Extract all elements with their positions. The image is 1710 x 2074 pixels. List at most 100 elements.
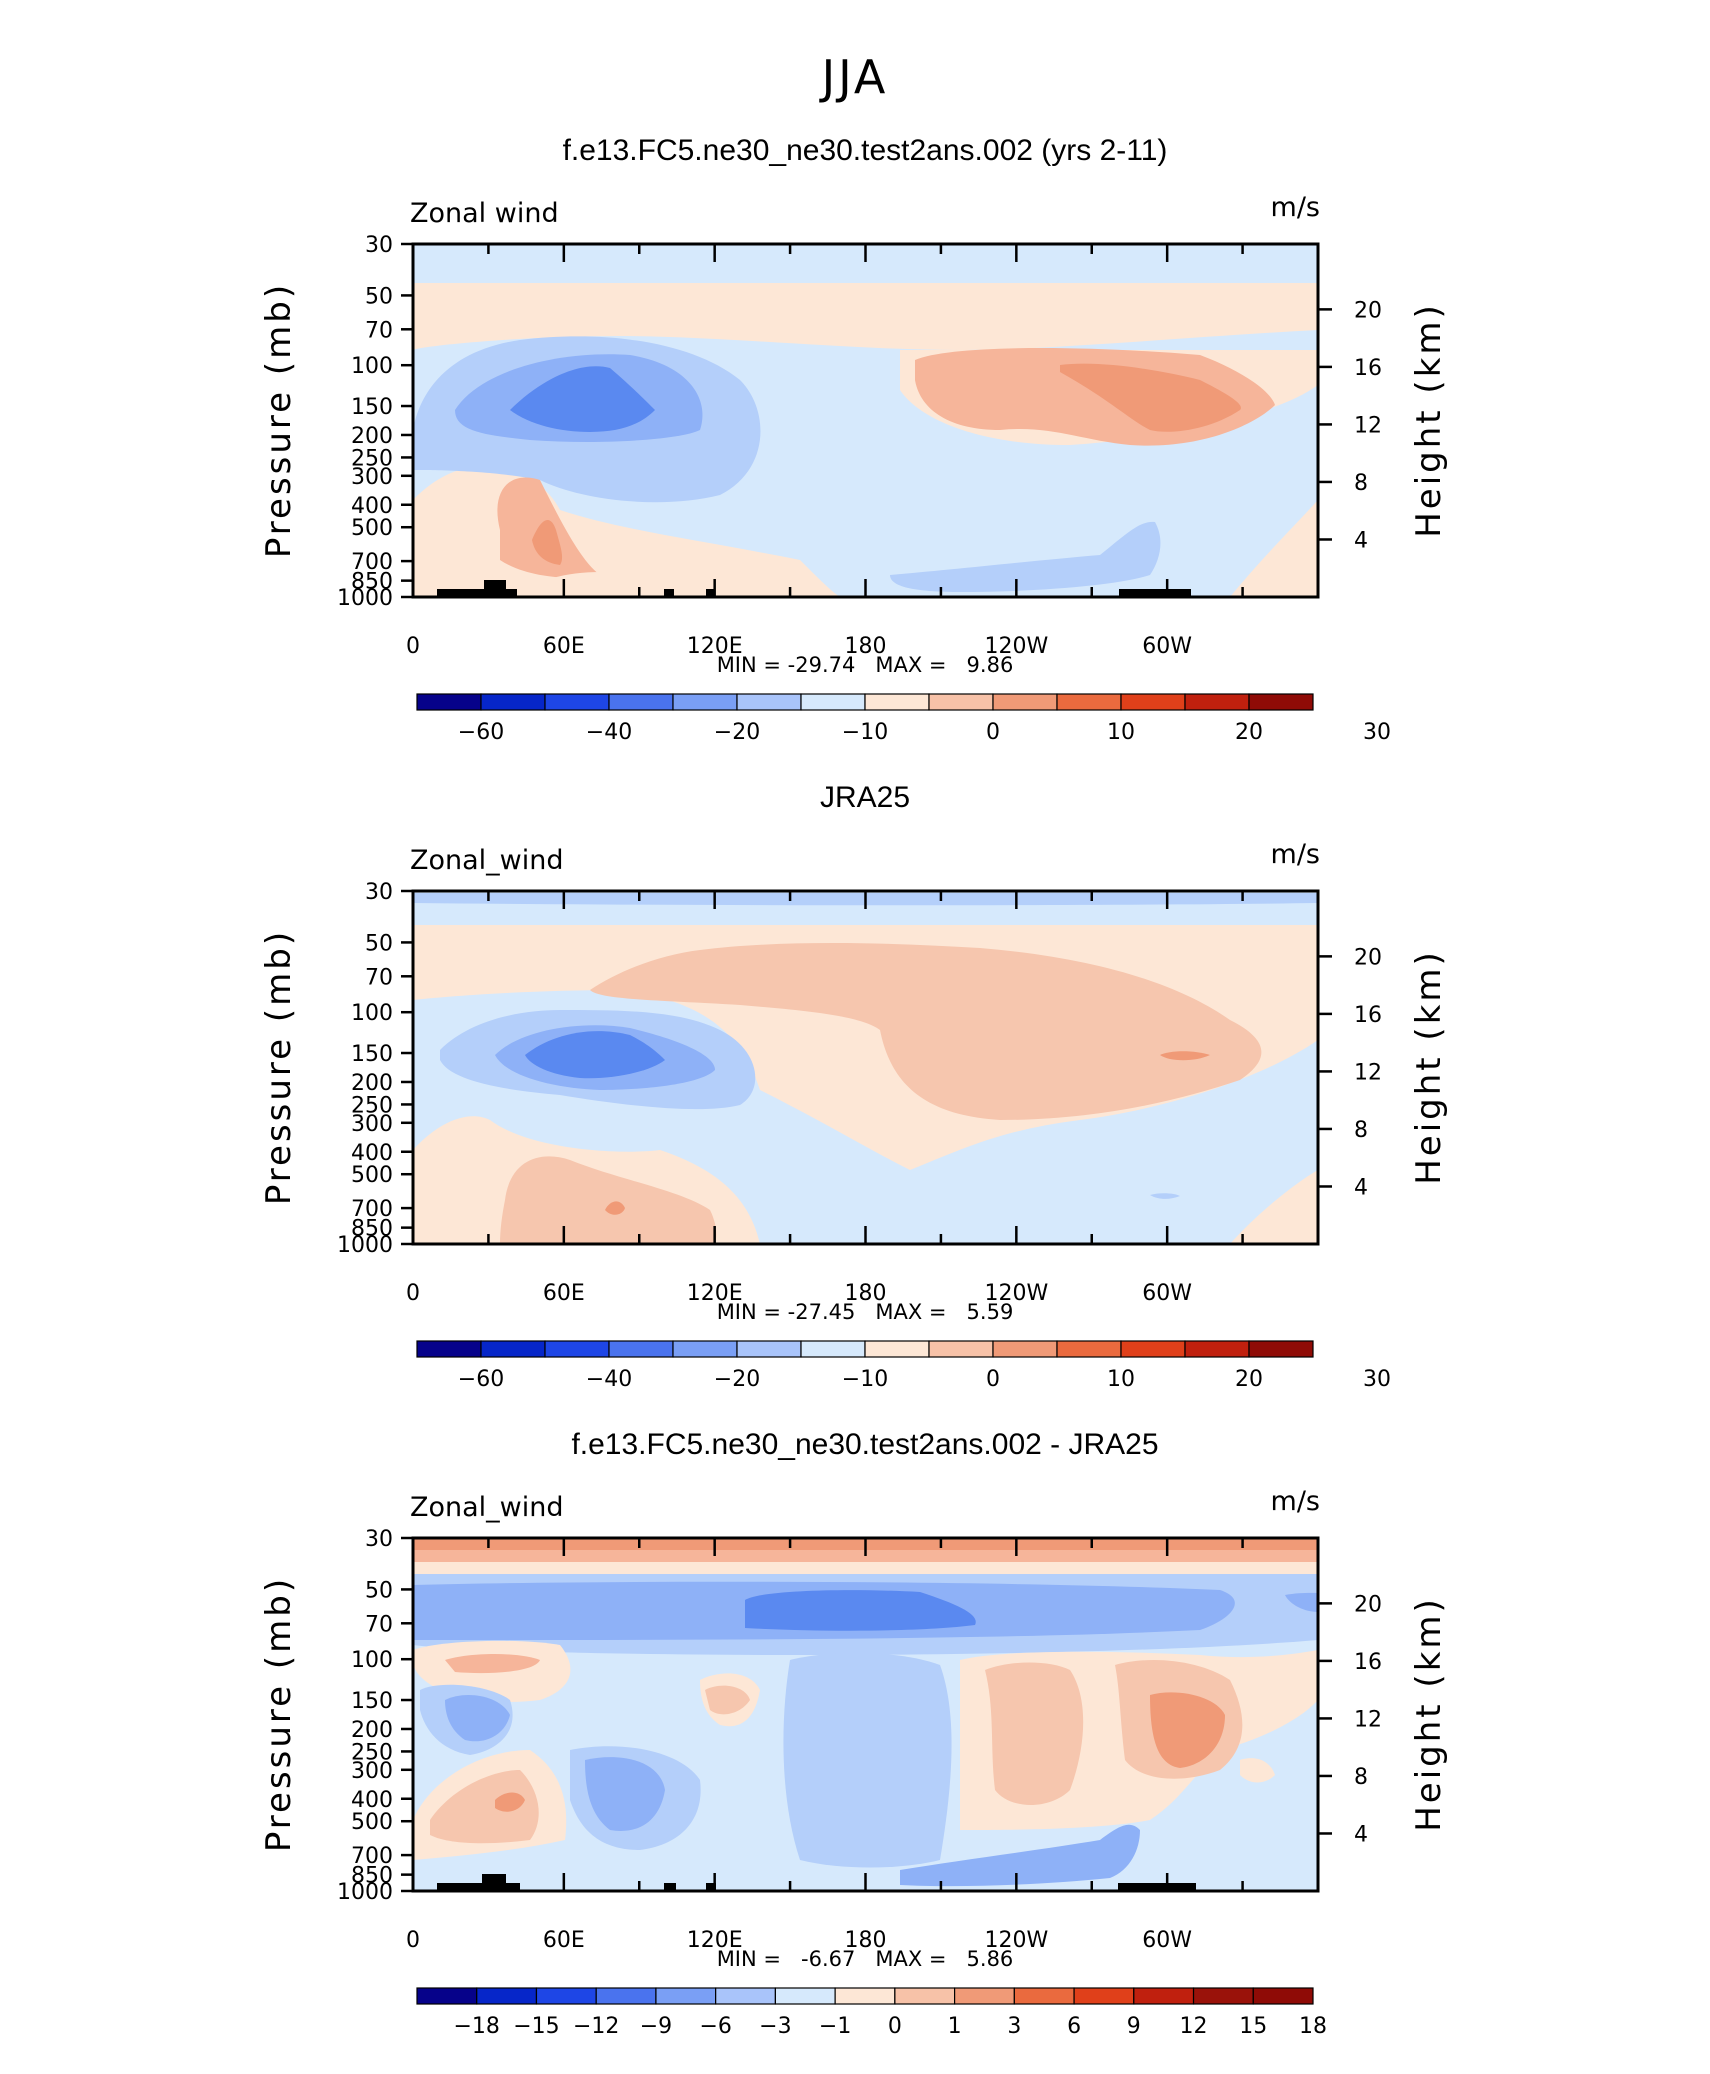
colorbar-label: 6 [1067,2014,1081,2039]
colorbar-swatch [1056,693,1122,711]
contour-fill [1230,500,1318,597]
x-tick-label: 60W [1142,1928,1192,1953]
y2-tick-label: 12 [1354,1707,1382,1732]
colorbar-label: −40 [586,1367,632,1392]
y-tick-label: 700 [351,1844,393,1869]
colorbar-swatch [1248,693,1314,711]
colorbar-label: 10 [1107,1367,1135,1392]
contour-fill [900,1824,1140,1887]
colorbar-swatch [1252,1987,1314,2005]
x-tick-label: 0 [406,634,420,659]
colorbar-swatch [736,693,802,711]
colorbar-swatch [544,1340,610,1358]
colorbar-swatch [535,1987,597,2005]
colorbar-swatch [736,1340,802,1358]
y-axis-label: Pressure (mb) [259,282,299,558]
land-block [437,589,517,597]
land-block [664,589,674,597]
colorbar-label: 30 [1363,1367,1391,1392]
y2-tick-label: 8 [1354,1765,1368,1790]
colorbar-label: −10 [842,1367,888,1392]
contour-fill [430,1770,539,1844]
colorbar-swatch [1184,1340,1250,1358]
min-max-stats: MIN = -29.74 MAX = 9.86 [717,653,1014,677]
land-block [482,1874,506,1891]
y-tick-label: 100 [351,1001,393,1026]
units-label: m/s [1271,192,1320,223]
y-tick-label: 70 [365,965,393,990]
axis-ticks [401,242,1332,599]
y-tick-label: 200 [351,1718,393,1743]
colorbar: −60 −40 −20 −10 0 10 20 30 [416,1340,1391,1392]
colorbar-swatch [1133,1987,1195,2005]
contour-fill [553,572,650,588]
colorbar-swatch [1192,1987,1254,2005]
colorbar-swatch [1184,693,1250,711]
colorbar-label: 15 [1239,2014,1267,2039]
y-tick-label: 100 [351,354,393,379]
colorbar-label: −18 [454,2014,500,2039]
colorbar: −60 −40 −20 −10 0 10 20 30 [416,693,1391,745]
colorbar-swatch [476,1987,538,2005]
y-tick-label: 200 [351,1071,393,1096]
colorbar-swatch [416,693,482,711]
y-axis-label: Pressure (mb) [259,929,299,1205]
contour-fill [1150,1692,1225,1768]
colorbar-label: −20 [714,720,760,745]
y-tick-label: 700 [351,550,393,575]
y2-tick-label: 16 [1354,1003,1382,1028]
colorbar-label: 30 [1363,720,1391,745]
colorbar-swatch [894,1987,956,2005]
min-max-stats: MIN = -6.67 MAX = 5.86 [717,1947,1014,1971]
colorbar: −18 −15 −12 −9 −6 −3 −1 0 1 3 6 9 12 15 18 [416,1987,1327,2039]
panel-reanalysis: JRA25 Zonal_wind m/s 0 60E 120E 180 120W 60W 3… [259,781,1449,1392]
colorbar-label: 12 [1180,2014,1208,2039]
y-tick-label: 50 [365,931,393,956]
colorbar-swatch [1056,1340,1122,1358]
land-block [1119,589,1191,597]
x-tick-label: 60E [543,1928,585,1953]
y2-tick-label: 4 [1354,1175,1368,1200]
y-tick-label: 1000 [337,1233,393,1258]
panel-difference: f.e13.FC5.ne30_ne30.test2ans.002 - JRA25… [259,1428,1449,2039]
x-tick-label: 60W [1142,1281,1192,1306]
land-block [706,589,715,597]
colorbar-swatch [1013,1987,1075,2005]
colorbar-swatch [715,1987,777,2005]
contour-fill [1150,1193,1180,1199]
colorbar-swatch [416,1987,478,2005]
x-tick-label: 120W [984,634,1048,659]
y-tick-label: 850 [351,1217,393,1242]
colorbar-swatch [608,693,674,711]
colorbar-label: −1 [819,2014,851,2039]
colorbar-swatch [928,1340,994,1358]
colorbar-label: 20 [1235,720,1263,745]
x-tick-label: 120W [984,1281,1048,1306]
units-label: m/s [1271,839,1320,870]
land-block [437,1883,520,1891]
contour-fill [605,1201,625,1215]
x-tick-label: 0 [406,1281,420,1306]
contour-fill [532,519,563,565]
colorbar-swatch [1073,1987,1135,2005]
contour-fill [890,521,1161,592]
colorbar-label: −40 [586,720,632,745]
y-tick-label: 150 [351,395,393,420]
x-tick-label: 60E [543,1281,585,1306]
colorbar-swatch [800,1340,866,1358]
y-tick-label: 50 [365,1578,393,1603]
contour-fill [1060,363,1241,432]
y-tick-label: 70 [365,318,393,343]
contour-fill [705,1685,750,1715]
contour-fill [783,1653,952,1868]
land-block [706,1883,716,1891]
units-label: m/s [1271,1486,1320,1517]
contour-fill [413,290,1318,350]
colorbar-swatch [992,693,1058,711]
colorbar-label: 0 [986,1367,1000,1392]
colorbar-swatch [953,1987,1015,2005]
colorbar-label: 3 [1007,2014,1021,2039]
